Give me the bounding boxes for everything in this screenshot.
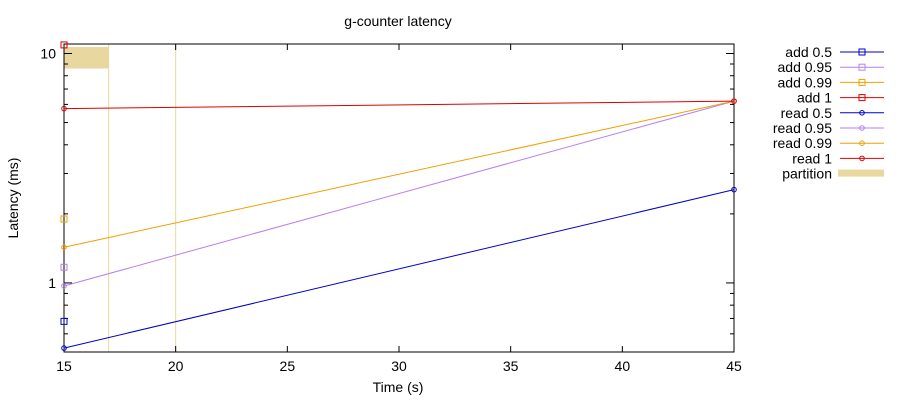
x-tick-label: 40	[615, 358, 631, 374]
legend-label: read 0.99	[773, 135, 832, 151]
series-line-7	[63, 100, 735, 110]
x-tick-label: 25	[280, 358, 296, 374]
x-tick-label: 35	[503, 358, 519, 374]
x-tick-label: 20	[168, 358, 184, 374]
data-point-2	[60, 215, 68, 223]
legend-swatch-marker	[858, 48, 866, 56]
series-line-6	[63, 100, 735, 248]
legend-swatch-marker	[859, 155, 865, 162]
legend-label: read 0.95	[773, 120, 832, 136]
data-point-6	[61, 244, 67, 251]
data-point-5	[61, 283, 67, 289]
series-line-4	[63, 189, 735, 349]
legend-swatch-marker	[858, 94, 866, 102]
data-point-3	[60, 41, 68, 49]
x-tick-label: 15	[56, 358, 72, 374]
series-line-5	[63, 100, 735, 287]
legend-label: add 0.95	[778, 59, 833, 75]
legend-swatch-marker	[859, 140, 865, 146]
legend-swatch-marker	[858, 63, 866, 71]
y-axis-label: Latency (ms)	[5, 158, 21, 239]
data-point-1	[60, 263, 68, 271]
data-point-4	[61, 345, 67, 351]
legend-label: add 0.5	[785, 44, 832, 60]
y-tick-label: 10	[40, 45, 56, 61]
x-tick-label: 30	[391, 358, 407, 374]
legend-label: read 1	[792, 150, 832, 166]
chart-title: g-counter latency	[344, 13, 451, 29]
legend-label: add 0.99	[778, 74, 833, 90]
legend-label: partition	[782, 166, 832, 182]
legend-swatch-marker	[859, 125, 865, 131]
legend-swatch-marker	[858, 78, 866, 86]
data-point-7	[731, 98, 737, 104]
legend-swatch-band	[838, 169, 884, 177]
legend-label: add 1	[797, 90, 832, 106]
data-point-4	[731, 186, 737, 193]
partition-band	[64, 47, 109, 69]
legend-label: read 0.5	[781, 105, 833, 121]
x-tick-label: 45	[726, 358, 742, 374]
plot-frame	[63, 43, 735, 353]
plot-area: 15 20 25 30 35 40 45 1 10	[40, 41, 742, 374]
x-axis-label: Time (s)	[373, 379, 424, 395]
y-tick-label: 1	[48, 275, 56, 291]
data-point-0	[60, 317, 68, 325]
legend-swatch-marker	[859, 110, 865, 116]
data-point-7	[61, 105, 67, 112]
